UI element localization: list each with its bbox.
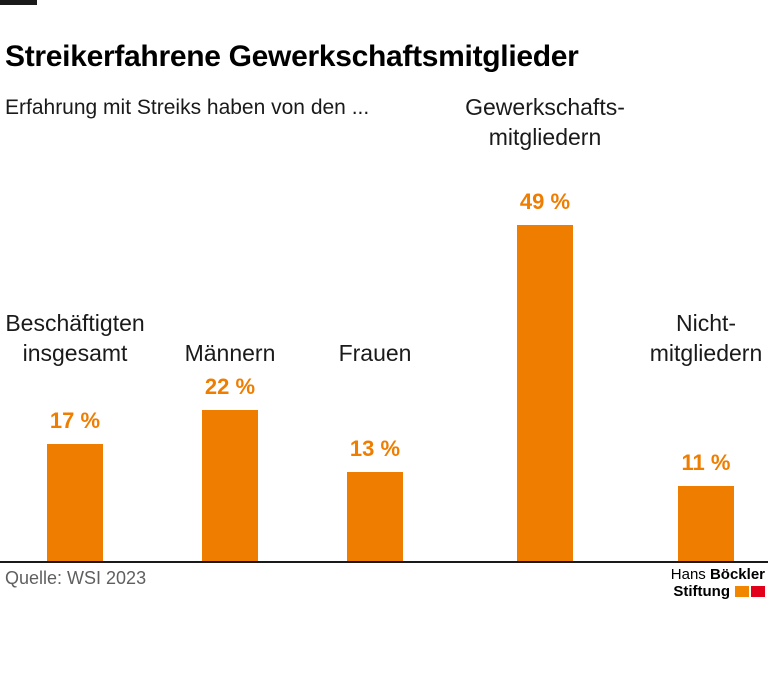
bar-value-label: 11 %	[681, 450, 731, 475]
bar-1	[47, 444, 103, 561]
chart-title: Streikerfahrene Gewerkschaftsmitglieder	[5, 40, 579, 73]
bar-category-line: Gewerkschafts-	[465, 94, 625, 120]
bar-category-label: Gewerkschafts-mitgliedern	[435, 92, 655, 152]
logo-orange-square-icon	[735, 586, 749, 597]
bar-value-label: 22 %	[204, 374, 256, 399]
bar-3	[347, 472, 403, 561]
bar-category-line: Männern	[184, 340, 276, 366]
logo-hans: Hans	[670, 566, 706, 583]
bar-value-label: 49 %	[519, 189, 571, 214]
footer-divider	[0, 561, 768, 563]
bar-category-line: mitgliedern	[649, 340, 763, 366]
logo-red-square-icon	[751, 586, 765, 597]
bar-category-label: Beschäftigten insgesamt	[0, 308, 185, 368]
bar-4	[517, 225, 573, 561]
bar-5	[678, 486, 734, 561]
bar-category-line: Nicht-	[675, 310, 737, 336]
bar-value-label: 17 %	[49, 408, 101, 433]
logo-boeckler: Böckler	[709, 566, 765, 583]
hans-boeckler-stiftung-logo: Hans Böckler Stiftung	[671, 566, 765, 600]
top-left-mark	[0, 0, 37, 5]
logo-line-1: Hans Böckler	[671, 566, 765, 583]
bar-category-line: Beschäftigten	[5, 310, 145, 336]
bar-category-line: mitgliedern	[488, 124, 602, 150]
bar-category-label: Männern	[120, 338, 340, 368]
bar-value-label: 13 %	[349, 436, 401, 461]
bar-category-line: Frauen	[338, 340, 412, 366]
logo-stiftung: Stiftung	[673, 583, 730, 600]
bar-category-line: insgesamt	[22, 340, 128, 366]
bar-category-label: Nicht-mitgliedern	[596, 308, 768, 368]
source-text: Quelle: WSI 2023	[5, 568, 147, 588]
chart-subtitle: Erfahrung mit Streiks haben von den ...	[5, 96, 370, 119]
bar-2	[202, 410, 258, 561]
logo-line-2: Stiftung	[671, 583, 765, 600]
bar-category-label: Frauen	[265, 338, 485, 368]
